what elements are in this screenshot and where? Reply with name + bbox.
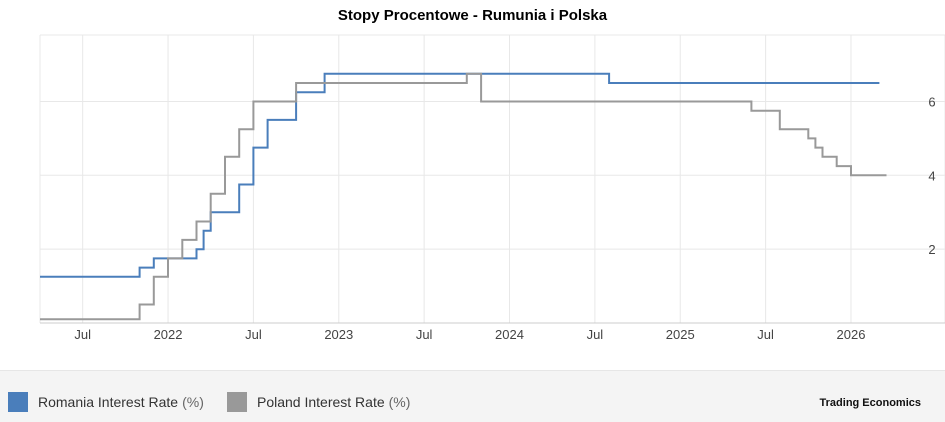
legend-bar: Romania Interest Rate (%) Poland Interes… bbox=[0, 370, 945, 422]
x-tick-label: 2025 bbox=[666, 327, 695, 342]
legend-poland-label: Poland Interest Rate bbox=[257, 394, 385, 410]
chart-area: 2 4 6 Jul 2022 Jul 2023 Jul 2024 Jul 2025 Jul 2026 bbox=[39, 34, 945, 342]
x-tick-label: Jul bbox=[587, 327, 604, 342]
brand-label[interactable]: Trading Economics bbox=[819, 397, 921, 409]
legend-romania-swatch bbox=[8, 392, 28, 412]
legend-romania-label: Romania Interest Rate bbox=[38, 394, 179, 410]
x-tick-label: 2024 bbox=[495, 327, 524, 342]
y-tick-label: 2 bbox=[928, 242, 935, 257]
x-tick-label: Jul bbox=[416, 327, 433, 342]
x-tick-label: 2026 bbox=[837, 327, 866, 342]
x-tick-label: Jul bbox=[757, 327, 774, 342]
poland-rate-line bbox=[40, 72, 887, 321]
legend-poland-swatch bbox=[227, 392, 247, 412]
x-tick-label: 2023 bbox=[324, 327, 353, 342]
chart-title: Stopy Procentowe - Rumunia i Polska bbox=[337, 7, 608, 24]
legend-romania[interactable]: Romania Interest Rate (%) bbox=[8, 392, 204, 412]
romania-rate-line bbox=[40, 72, 880, 278]
legend-poland-unit: (%) bbox=[388, 394, 411, 410]
x-tick-label: Jul bbox=[245, 327, 262, 342]
y-tick-label: 4 bbox=[928, 168, 935, 183]
legend-romania-unit: (%) bbox=[182, 394, 204, 410]
x-tick-label: 2022 bbox=[154, 327, 183, 342]
x-tick-label: Jul bbox=[74, 327, 91, 342]
legend-poland[interactable]: Poland Interest Rate (%) bbox=[227, 392, 410, 412]
y-tick-label: 6 bbox=[928, 94, 935, 109]
